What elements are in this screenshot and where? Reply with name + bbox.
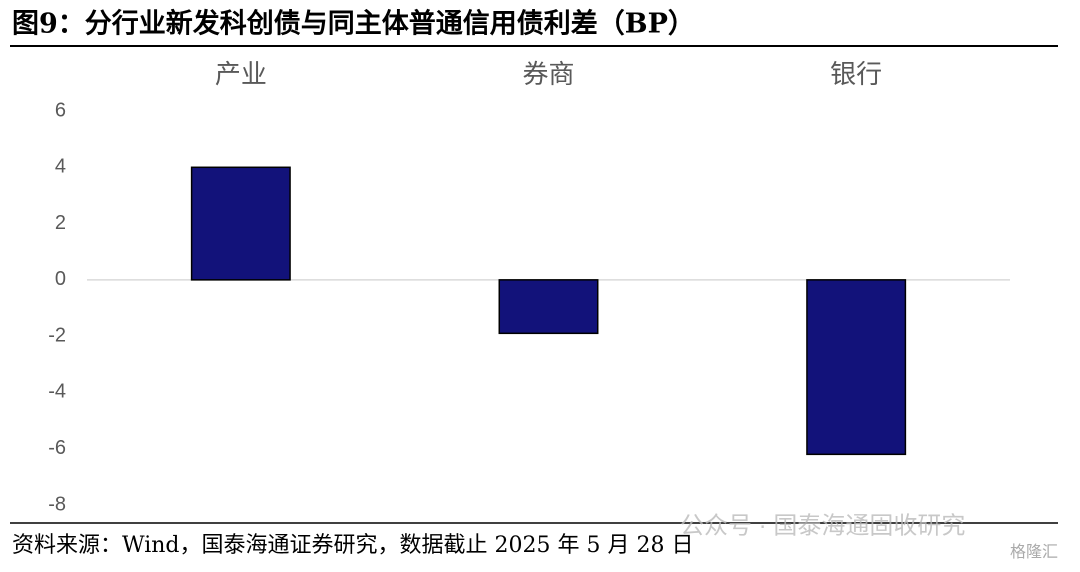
y-tick-label: 4	[55, 156, 66, 178]
y-tick-label: 0	[55, 268, 66, 290]
y-tick-label: -2	[48, 324, 66, 346]
y-tick-label: -8	[48, 493, 66, 515]
y-tick-label: -4	[48, 381, 66, 403]
bar	[806, 279, 907, 456]
logo: 格隆汇	[1010, 543, 1058, 561]
bar	[498, 279, 599, 335]
x-tick-label: 银行	[830, 60, 882, 90]
y-tick-label: 6	[55, 99, 66, 121]
watermark: 公众号 · 国泰海通固收研究	[680, 512, 965, 539]
x-tick-label: 券商	[522, 60, 574, 90]
bar	[190, 166, 291, 281]
y-tick-label: -6	[48, 437, 66, 459]
chart-title: 图9：分行业新发科创债与同主体普通信用债利差（BP）	[12, 8, 695, 40]
x-tick-label: 产业	[215, 60, 267, 90]
source-note: 资料来源：Wind，国泰海通证券研究，数据截止 2025 年 5 月 28 日	[12, 533, 693, 558]
y-tick-label: 2	[55, 212, 66, 234]
